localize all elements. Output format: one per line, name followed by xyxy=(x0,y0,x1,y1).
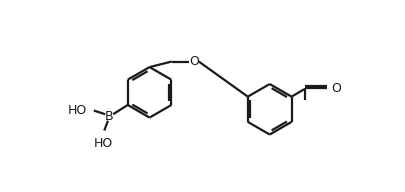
Text: HO: HO xyxy=(68,104,87,117)
Text: O: O xyxy=(330,82,340,94)
Text: B: B xyxy=(104,110,113,123)
Text: O: O xyxy=(188,55,198,68)
Text: HO: HO xyxy=(93,137,113,150)
